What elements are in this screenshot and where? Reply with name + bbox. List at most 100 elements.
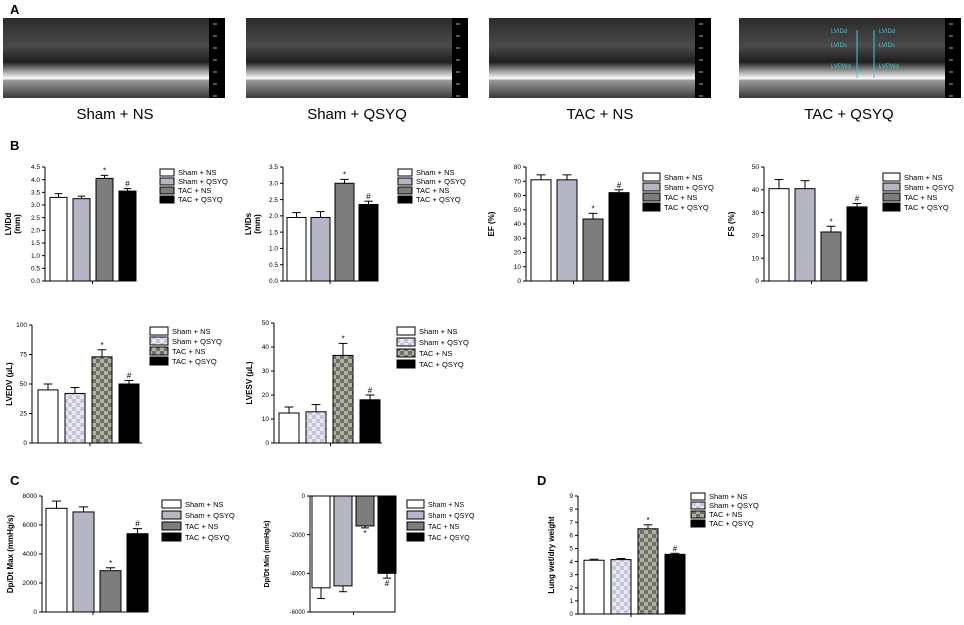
y-tick-label: 50: [20, 381, 28, 388]
y-tick-label: 2.0: [269, 213, 278, 220]
legend-swatch: [397, 177, 413, 186]
y-tick-label: 10: [752, 255, 760, 262]
bar: [118, 190, 137, 282]
significance-mark: *: [363, 529, 366, 538]
legend-swatch: [882, 192, 901, 202]
y-tick-label: 80: [514, 164, 522, 171]
significance-mark: #: [125, 180, 130, 189]
legend-label: TAC + NS: [428, 524, 460, 531]
legend-label: Sham + NS: [419, 327, 458, 336]
significance-mark: *: [100, 341, 103, 350]
legend-swatch: [690, 501, 706, 510]
y-tick-label: -4000: [290, 572, 306, 578]
y-tick-label: 40: [752, 187, 760, 194]
chart-lvidd: 0.0 0.5 1.0 1.5 2.0 2.5 3.0 3.5 4.0 4.5 LVIDd(mm) *…: [0, 155, 240, 295]
y-axis-label: FS (%): [727, 211, 736, 236]
echo-image: [3, 18, 225, 98]
y-tick-label: 20: [752, 233, 760, 240]
legend-label: TAC + NS: [709, 510, 742, 519]
legend-label: Sham + QSYQ: [185, 511, 235, 520]
legend-swatch: [396, 359, 416, 369]
chart-lvesv: 0 10 20 30 40 50 LVESV (μL) * # Sham + NS Sham + Q…: [240, 315, 480, 455]
y-tick-label: 6000: [23, 522, 38, 529]
legend-swatch: [396, 326, 416, 336]
legend-label: TAC + QSYQ: [178, 195, 223, 204]
legend-label: Sham + QSYQ: [664, 183, 714, 192]
y-tick-label: -2000: [290, 533, 306, 539]
chart-fs: 0 10 20 30 40 50 FS (%) * # Sham + NS Sham + QSYQ T…: [720, 155, 964, 295]
legend-swatch: [161, 532, 182, 542]
y-tick-label: 4: [569, 559, 573, 566]
legend-swatch: [642, 182, 661, 192]
legend-label: Sham + QSYQ: [904, 183, 954, 192]
y-axis-label: LVIDd(mm): [4, 213, 22, 236]
bar: [72, 198, 91, 282]
y-tick-label: 0.5: [31, 266, 40, 273]
echo-image: LVIDd LVIDs LVIDs LVIDd LVPWd LVPWd: [739, 18, 961, 98]
y-tick-label: 3.0: [31, 202, 40, 209]
chart-svg: 0 -2000 -4000 -6000 Dp/Dt Min (mmHg/s) * # Sham…: [264, 494, 475, 616]
legend-label: Sham + NS: [416, 168, 455, 177]
echo-title-tac-ns: TAC + NS: [566, 106, 634, 123]
bar: [305, 411, 327, 444]
legend-swatch: [406, 510, 425, 520]
panel-letter-c: C: [10, 473, 20, 488]
y-tick-label: 50: [752, 164, 760, 171]
legend-label: TAC + NS: [904, 193, 937, 202]
legend-label: TAC + NS: [185, 522, 218, 531]
legend-label: Sham + NS: [664, 173, 703, 182]
y-tick-label: 4.0: [31, 177, 40, 184]
legend-swatch: [406, 521, 425, 531]
legend-swatch: [642, 202, 661, 212]
legend-label: Sham + QSYQ: [419, 338, 469, 347]
echo-overlay-label: LVIDd: [879, 29, 895, 35]
significance-mark: #: [135, 520, 140, 529]
y-tick-label: 3.5: [31, 190, 40, 197]
chart-lvedv: 0 25 50 75 100 LVEDV (μL) * # Sham + NS Sham + QS…: [0, 315, 240, 455]
legend-swatch: [397, 186, 413, 195]
legend-swatch: [149, 326, 169, 336]
y-tick-label: 4.5: [31, 164, 40, 171]
legend-swatch: [882, 182, 901, 192]
legend-swatch: [161, 499, 182, 509]
legend-swatch: [406, 499, 425, 509]
legend-label: TAC + QSYQ: [172, 357, 217, 366]
panel-letter-d: D: [537, 473, 547, 488]
bar: [286, 216, 307, 282]
legend-label: Sham + QSYQ: [172, 337, 222, 346]
chart-svg: 0.0 0.5 1.0 1.5 2.0 2.5 3.0 3.5 LVIDs(mm) * # Sham …: [244, 164, 466, 285]
y-tick-label: 25: [20, 411, 28, 418]
legend-swatch: [690, 492, 706, 501]
chart-ef: 0 10 20 30 40 50 60 70 80 EF (%) * # Sham + NS Sham +…: [480, 155, 720, 295]
echo-title-sham-qsyq: Sham + QSYQ: [307, 106, 407, 123]
y-tick-label: -6000: [290, 610, 306, 616]
bar: [530, 179, 552, 282]
y-axis-label: Lung wet/dry weight: [547, 516, 556, 594]
bar: [355, 495, 375, 527]
significance-mark: *: [646, 516, 649, 525]
y-tick-label: 1.0: [269, 246, 278, 253]
legend-swatch: [397, 195, 413, 204]
y-tick-label: 2.0: [31, 228, 40, 235]
legend-label: TAC + NS: [172, 347, 205, 356]
legend-swatch: [161, 510, 182, 520]
bar: [91, 356, 113, 444]
legend-swatch: [642, 192, 661, 202]
echo-overlay-label: LVIDs: [831, 43, 847, 49]
legend-swatch: [161, 521, 182, 531]
chart-dpdt-max: 0 2000 4000 6000 8000 Dp/Dt Max (mmHg/s) * # Sha…: [0, 490, 260, 620]
bar: [610, 559, 632, 615]
chart-svg: 0.0 0.5 1.0 1.5 2.0 2.5 3.0 3.5 4.0 4.5 LVIDd(mm) *…: [4, 164, 228, 285]
y-tick-label: 2: [569, 585, 573, 592]
y-tick-label: 1.0: [31, 253, 40, 260]
legend-swatch: [642, 172, 661, 182]
legend-label: TAC + NS: [178, 186, 211, 195]
y-tick-label: 4000: [23, 551, 38, 558]
legend-swatch: [397, 168, 413, 177]
legend-swatch: [159, 177, 175, 186]
significance-mark: #: [855, 194, 860, 203]
panel-letter-b: B: [10, 138, 20, 153]
legend-label: Sham + NS: [185, 500, 224, 509]
y-axis-label: LVESV (μL): [245, 361, 254, 404]
